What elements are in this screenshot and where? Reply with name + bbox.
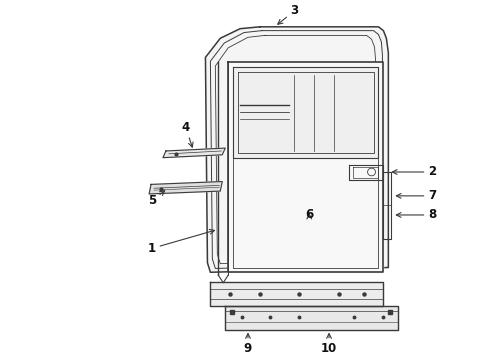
Polygon shape <box>205 27 389 272</box>
Polygon shape <box>210 282 383 306</box>
Text: 6: 6 <box>305 208 314 221</box>
Text: 9: 9 <box>244 334 252 355</box>
Text: 5: 5 <box>148 191 165 207</box>
Text: 8: 8 <box>396 208 436 221</box>
Text: 2: 2 <box>392 166 436 179</box>
Polygon shape <box>225 306 398 330</box>
Text: 10: 10 <box>321 334 337 355</box>
Text: 4: 4 <box>182 121 193 147</box>
Text: 3: 3 <box>278 4 298 24</box>
Polygon shape <box>228 62 383 272</box>
Polygon shape <box>163 148 225 158</box>
Text: 1: 1 <box>148 229 215 255</box>
Polygon shape <box>233 67 378 158</box>
Polygon shape <box>149 181 222 194</box>
Text: 7: 7 <box>396 189 436 202</box>
